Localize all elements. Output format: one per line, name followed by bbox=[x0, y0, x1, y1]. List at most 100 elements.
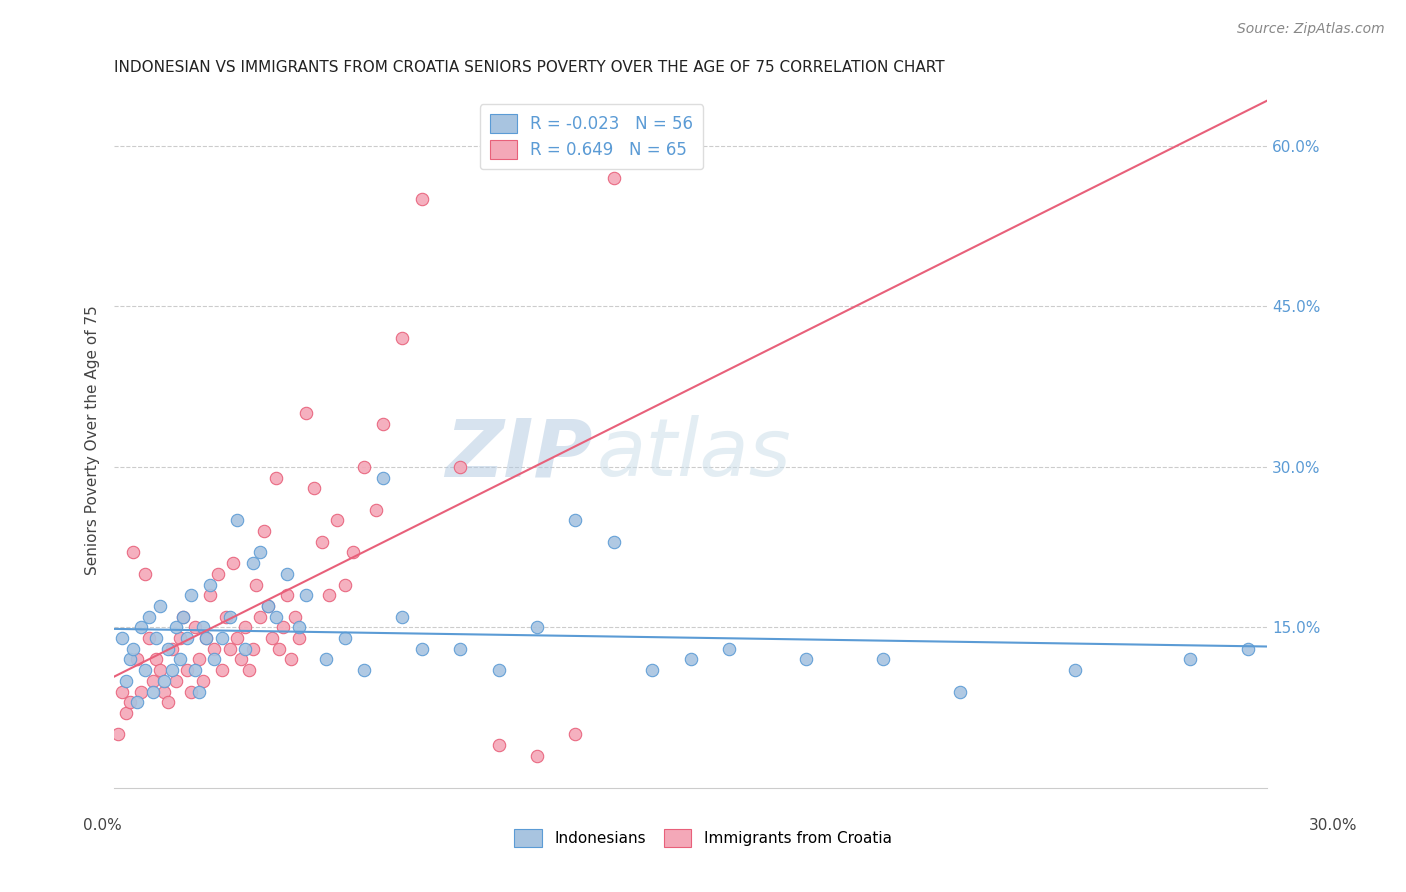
Point bbox=[153, 684, 176, 698]
Point bbox=[1064, 663, 1087, 677]
Point bbox=[333, 631, 356, 645]
Text: 0.0%: 0.0% bbox=[83, 818, 122, 832]
Point bbox=[195, 631, 218, 645]
Point bbox=[276, 588, 298, 602]
Point bbox=[207, 566, 229, 581]
Point bbox=[114, 673, 136, 688]
Point bbox=[122, 641, 145, 656]
Point bbox=[142, 684, 165, 698]
Point bbox=[184, 620, 207, 634]
Point bbox=[488, 738, 510, 752]
Point bbox=[253, 524, 276, 538]
Point bbox=[284, 609, 307, 624]
Point bbox=[233, 641, 256, 656]
Point bbox=[176, 631, 198, 645]
Point bbox=[794, 652, 817, 666]
Point bbox=[165, 673, 187, 688]
Point bbox=[295, 588, 318, 602]
Point bbox=[169, 652, 191, 666]
Point bbox=[353, 459, 375, 474]
Point bbox=[184, 663, 207, 677]
Point bbox=[269, 641, 291, 656]
Point bbox=[222, 556, 245, 570]
Point bbox=[211, 663, 233, 677]
Point bbox=[200, 588, 222, 602]
Point bbox=[218, 609, 240, 624]
Point bbox=[276, 566, 298, 581]
Text: 30.0%: 30.0% bbox=[1309, 818, 1357, 832]
Point bbox=[318, 588, 340, 602]
Point bbox=[202, 652, 225, 666]
Point bbox=[111, 684, 134, 698]
Point bbox=[134, 566, 156, 581]
Point bbox=[302, 481, 325, 495]
Point bbox=[200, 577, 222, 591]
Point bbox=[391, 609, 413, 624]
Legend: Indonesians, Immigrants from Croatia: Indonesians, Immigrants from Croatia bbox=[508, 823, 898, 853]
Point bbox=[118, 652, 141, 666]
Point bbox=[218, 641, 240, 656]
Point bbox=[260, 631, 283, 645]
Point bbox=[342, 545, 364, 559]
Point bbox=[172, 609, 194, 624]
Point bbox=[364, 502, 387, 516]
Point bbox=[949, 684, 972, 698]
Point bbox=[229, 652, 252, 666]
Point bbox=[107, 727, 129, 741]
Point bbox=[129, 620, 152, 634]
Point bbox=[129, 684, 152, 698]
Point bbox=[226, 631, 249, 645]
Point bbox=[114, 706, 136, 720]
Point bbox=[249, 545, 271, 559]
Point bbox=[191, 620, 214, 634]
Point bbox=[187, 684, 209, 698]
Point bbox=[127, 652, 149, 666]
Point bbox=[226, 513, 249, 527]
Point bbox=[176, 663, 198, 677]
Point bbox=[118, 695, 141, 709]
Point bbox=[603, 534, 626, 549]
Point bbox=[411, 641, 433, 656]
Point bbox=[1180, 652, 1202, 666]
Point bbox=[872, 652, 894, 666]
Point bbox=[333, 577, 356, 591]
Point bbox=[287, 631, 309, 645]
Point bbox=[145, 652, 167, 666]
Point bbox=[1237, 641, 1260, 656]
Text: atlas: atlas bbox=[596, 415, 792, 493]
Point bbox=[641, 663, 664, 677]
Point bbox=[245, 577, 267, 591]
Text: ZIP: ZIP bbox=[446, 415, 593, 493]
Point bbox=[156, 695, 179, 709]
Point bbox=[449, 641, 471, 656]
Point bbox=[138, 631, 160, 645]
Point bbox=[411, 193, 433, 207]
Legend: R = -0.023   N = 56, R = 0.649   N = 65: R = -0.023 N = 56, R = 0.649 N = 65 bbox=[479, 104, 703, 169]
Point bbox=[165, 620, 187, 634]
Point bbox=[134, 663, 156, 677]
Point bbox=[180, 588, 202, 602]
Point bbox=[564, 727, 586, 741]
Point bbox=[172, 609, 194, 624]
Point bbox=[142, 673, 165, 688]
Point bbox=[191, 673, 214, 688]
Text: Source: ZipAtlas.com: Source: ZipAtlas.com bbox=[1237, 21, 1385, 36]
Point bbox=[249, 609, 271, 624]
Point bbox=[145, 631, 167, 645]
Point bbox=[679, 652, 702, 666]
Point bbox=[238, 663, 260, 677]
Point bbox=[127, 695, 149, 709]
Point bbox=[257, 599, 280, 613]
Point bbox=[526, 748, 548, 763]
Point bbox=[315, 652, 337, 666]
Point bbox=[264, 470, 287, 484]
Point bbox=[122, 545, 145, 559]
Point bbox=[156, 641, 179, 656]
Point bbox=[311, 534, 333, 549]
Point bbox=[138, 609, 160, 624]
Y-axis label: Seniors Poverty Over the Age of 75: Seniors Poverty Over the Age of 75 bbox=[86, 305, 100, 575]
Text: INDONESIAN VS IMMIGRANTS FROM CROATIA SENIORS POVERTY OVER THE AGE OF 75 CORRELA: INDONESIAN VS IMMIGRANTS FROM CROATIA SE… bbox=[114, 60, 945, 75]
Point bbox=[149, 663, 172, 677]
Point bbox=[111, 631, 134, 645]
Point bbox=[449, 459, 471, 474]
